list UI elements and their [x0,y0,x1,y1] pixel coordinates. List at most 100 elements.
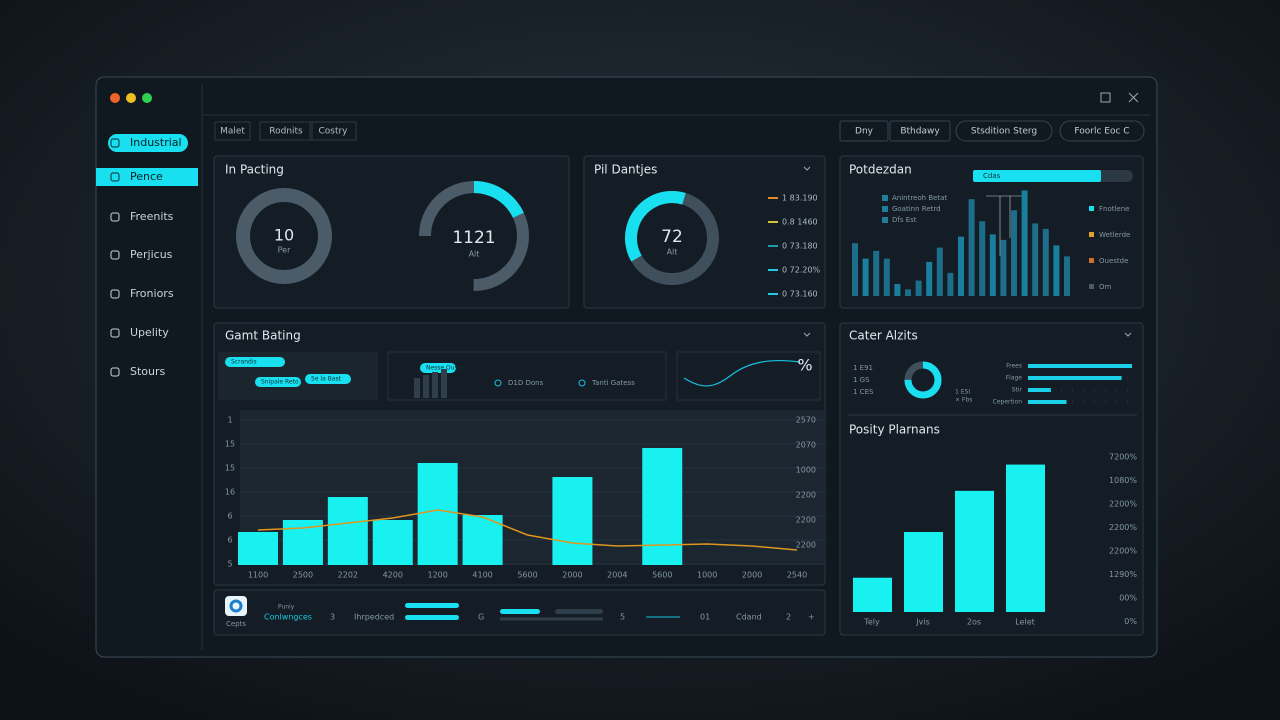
x-tick-label: Jvis [915,618,929,627]
footer-bar [500,609,540,614]
legend-label: Fnotlene [1099,205,1130,213]
legend-swatch [1089,284,1094,289]
footer-item: Ihrpedced [354,613,394,622]
bar [372,520,413,565]
legend-label: Anintreoh Betat [892,194,947,202]
tab[interactable] [259,121,313,141]
mini-bar [441,369,447,398]
tab[interactable] [214,121,251,141]
bar [904,532,943,612]
nav-item: Industrial [130,136,182,149]
line [257,509,798,551]
bar [462,515,503,565]
panel-title: In Pacting [225,163,284,177]
x-tick-label: 2540 [787,571,807,580]
panel-title: Pil Dantjes [594,163,657,177]
bar [926,261,933,296]
legend-swatch [882,195,888,201]
footer-item: + [808,613,815,622]
chip[interactable] [255,377,301,387]
row-bar [1028,364,1132,368]
bar [883,258,890,296]
footer-item: 5 [620,613,625,622]
y-tick-label: 6 [227,536,232,545]
close-icon[interactable] [1128,92,1139,103]
bar [915,280,922,296]
gauge-label: Per [278,246,291,255]
toolbar-button[interactable] [889,120,951,142]
chip[interactable] [225,357,285,367]
footer-bar [405,615,459,620]
button-label: Bthdawy [900,127,940,137]
footer-item: 01 [700,613,710,622]
mini-bar [414,378,420,398]
bar [327,497,368,565]
nav-icon [110,212,120,222]
donut-fill [904,361,942,399]
filter-label: D1D Dons [508,379,544,387]
annotation [986,195,1026,256]
nav-highlight[interactable] [96,168,198,186]
gauge-ring [236,188,332,284]
legend-label: 1 83.190 [782,194,818,203]
footer-bar [405,603,459,608]
y-tick-label: 16 [225,488,235,497]
nav-item: Freenits [130,210,174,223]
chip-label: Nesse Ouse [426,365,462,372]
tab-label: Malet [220,127,245,137]
x-tick-label: 4100 [472,571,492,580]
close-dot[interactable] [110,93,120,103]
sparkline [683,359,801,387]
tab-label: Rodnits [269,127,303,137]
max-dot[interactable] [142,93,152,103]
subpanel [387,351,667,401]
bar [955,490,994,612]
bar [1021,190,1028,296]
y-tick-label: 15 [225,464,235,473]
x-tick-label: 1200 [427,571,447,580]
panel-title: Posity Plarnans [849,423,940,437]
bar [238,532,278,565]
donut-value: 72 [661,227,683,247]
panel-title: Gamt Bating [225,329,301,343]
legend-swatch [1089,258,1094,263]
bar [873,250,880,296]
toolbar-button[interactable] [839,120,889,142]
restore-icon[interactable] [1100,92,1111,103]
row-bar [1028,388,1051,392]
row-bar [1028,376,1122,380]
y-tick-label: 5 [227,560,232,569]
nav-active[interactable] [108,134,188,152]
panel-title: Potdezdan [849,163,912,177]
y-tick-label: 0% [1124,617,1137,626]
bar [552,477,593,565]
y-tick-label: 1080% [1109,476,1137,485]
panel [213,155,570,309]
mini-bar [432,372,438,398]
stat-label: 1 GS [853,376,870,384]
bar [642,448,683,565]
stat-label: 1 ESI [955,389,970,396]
button-label: Stsdition Sterg [971,127,1037,137]
legend-label: 0 73.160 [782,290,818,299]
bar [989,234,996,296]
legend-label: Dfs Est [892,216,917,224]
toolbar-button[interactable] [1059,120,1145,142]
min-dot[interactable] [126,93,136,103]
nav-icon [110,250,120,260]
y-tick-label: 2200% [1109,500,1137,509]
bar [1032,223,1039,296]
progress-label: Cdas [983,172,1001,180]
tab[interactable] [309,121,357,141]
chip[interactable] [305,374,351,384]
toolbar-button[interactable] [955,120,1053,142]
footer-item: Cdand [736,613,762,622]
chip-label: Snipale Reto [261,379,299,386]
y2-tick-label: 2570 [796,416,816,425]
chevron[interactable] [803,166,1132,337]
stat-label: × Fbs [955,397,972,404]
legend-label: 0 73.180 [782,242,818,251]
row-label: Frees [1006,363,1022,370]
y2-tick-label: 2200 [796,516,816,525]
bar [894,283,901,296]
